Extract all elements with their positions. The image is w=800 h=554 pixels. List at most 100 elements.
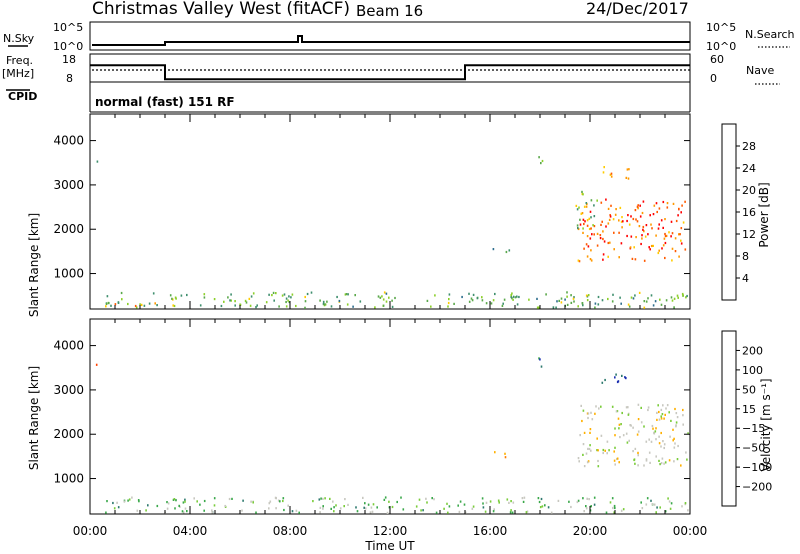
nsky-trace <box>92 35 690 46</box>
velocity-cell <box>624 376 626 379</box>
velocity-cell <box>333 506 335 509</box>
velocity-cell <box>667 497 669 500</box>
velocity-cell <box>287 504 289 507</box>
x-tick-label: 16:00 <box>473 524 508 538</box>
power-cell <box>658 249 660 252</box>
power-cell <box>580 212 583 215</box>
power-cell <box>578 260 581 263</box>
velocity-cell <box>590 449 592 452</box>
power-cell <box>322 300 325 303</box>
power-cell <box>670 235 672 238</box>
power-cell <box>652 304 655 307</box>
power-cell <box>602 258 604 261</box>
velocity-cell <box>656 411 658 414</box>
velocity-cell <box>645 459 648 462</box>
power-cell <box>511 297 513 300</box>
power-cell <box>324 303 326 306</box>
velocity-cell <box>369 511 372 514</box>
power-cell <box>635 218 637 221</box>
velocity-cell <box>645 440 648 443</box>
power-cell <box>645 300 648 303</box>
velocity-cell <box>370 506 373 509</box>
power-cell <box>461 295 463 299</box>
power-cell <box>518 295 520 299</box>
velocity-cell <box>539 358 541 361</box>
velocity-cell <box>182 501 185 504</box>
freq-unit: [MHz] <box>2 67 34 80</box>
power-cell <box>638 291 641 294</box>
power-cell <box>248 297 251 300</box>
power-cell <box>120 291 123 295</box>
power-cell <box>152 292 155 295</box>
velocity-cell <box>510 500 512 503</box>
power-cell <box>638 225 641 228</box>
power-cell <box>394 296 396 300</box>
velocity-cell <box>600 434 603 437</box>
colorbar-tick-label: −15 <box>742 422 765 435</box>
velocity-cell <box>654 430 657 433</box>
power-cell <box>174 296 177 299</box>
velocity-cell <box>653 503 656 506</box>
power-cell <box>611 300 614 303</box>
power-cell <box>671 232 674 235</box>
power-cell <box>647 297 649 300</box>
velocity-cell <box>128 498 131 501</box>
power-cell <box>347 293 349 296</box>
velocity-cell <box>482 502 484 505</box>
velocity-cell <box>675 421 678 424</box>
power-cell <box>681 204 683 207</box>
power-cell <box>172 304 174 307</box>
power-cell <box>643 259 646 262</box>
power-cell <box>642 225 645 229</box>
power-cell <box>656 210 658 214</box>
velocity-cell <box>268 507 270 510</box>
power-cell <box>680 242 683 245</box>
velocity-cell <box>597 459 599 463</box>
power-cell <box>609 173 612 176</box>
power-cell <box>359 300 362 303</box>
power-cell <box>593 233 595 236</box>
velocity-cell <box>589 428 592 431</box>
power-cell <box>278 305 280 308</box>
velocity-cell <box>656 506 658 509</box>
velocity-cell <box>585 505 587 508</box>
velocity-cell <box>660 445 662 448</box>
power-cell <box>605 225 607 228</box>
velocity-cell <box>269 500 272 503</box>
power-cell <box>590 227 592 230</box>
velocity-cell <box>400 496 402 499</box>
velocity-cell <box>663 446 665 450</box>
velocity-cell <box>508 501 510 504</box>
power-cell <box>577 305 579 308</box>
power-cell <box>290 296 292 299</box>
power-cell <box>652 244 654 247</box>
velocity-cell <box>655 455 657 458</box>
power-cell <box>220 304 223 308</box>
freq-panel: Freq. [MHz] 18 8 60 0 Nave <box>2 53 780 85</box>
velocity-cell <box>127 499 129 502</box>
power-cell <box>629 246 632 249</box>
power-cell <box>239 303 242 306</box>
power-cell <box>566 295 568 298</box>
power-cell <box>609 214 611 217</box>
power-cell <box>582 304 584 307</box>
velocity-cell <box>677 444 679 448</box>
power-cell <box>622 220 624 223</box>
velocity-cell <box>231 497 233 500</box>
velocity-cell <box>637 451 639 454</box>
power-cell <box>230 293 232 296</box>
power-cell <box>630 296 633 299</box>
power-cell <box>345 293 348 296</box>
cpid-strip: CPID normal (fast) 151 RF <box>6 82 691 113</box>
colorbar-tick-label: 20 <box>742 184 756 197</box>
velocity-cell <box>622 508 625 511</box>
power-cell <box>665 234 668 237</box>
power-cell <box>536 306 539 309</box>
power-cell <box>643 230 645 233</box>
power-cell <box>338 299 341 303</box>
velocity-cell <box>464 511 467 514</box>
velocity-cell <box>674 407 676 411</box>
velocity-cell <box>418 498 421 501</box>
power-cell <box>281 294 284 297</box>
power-cell <box>685 296 687 299</box>
